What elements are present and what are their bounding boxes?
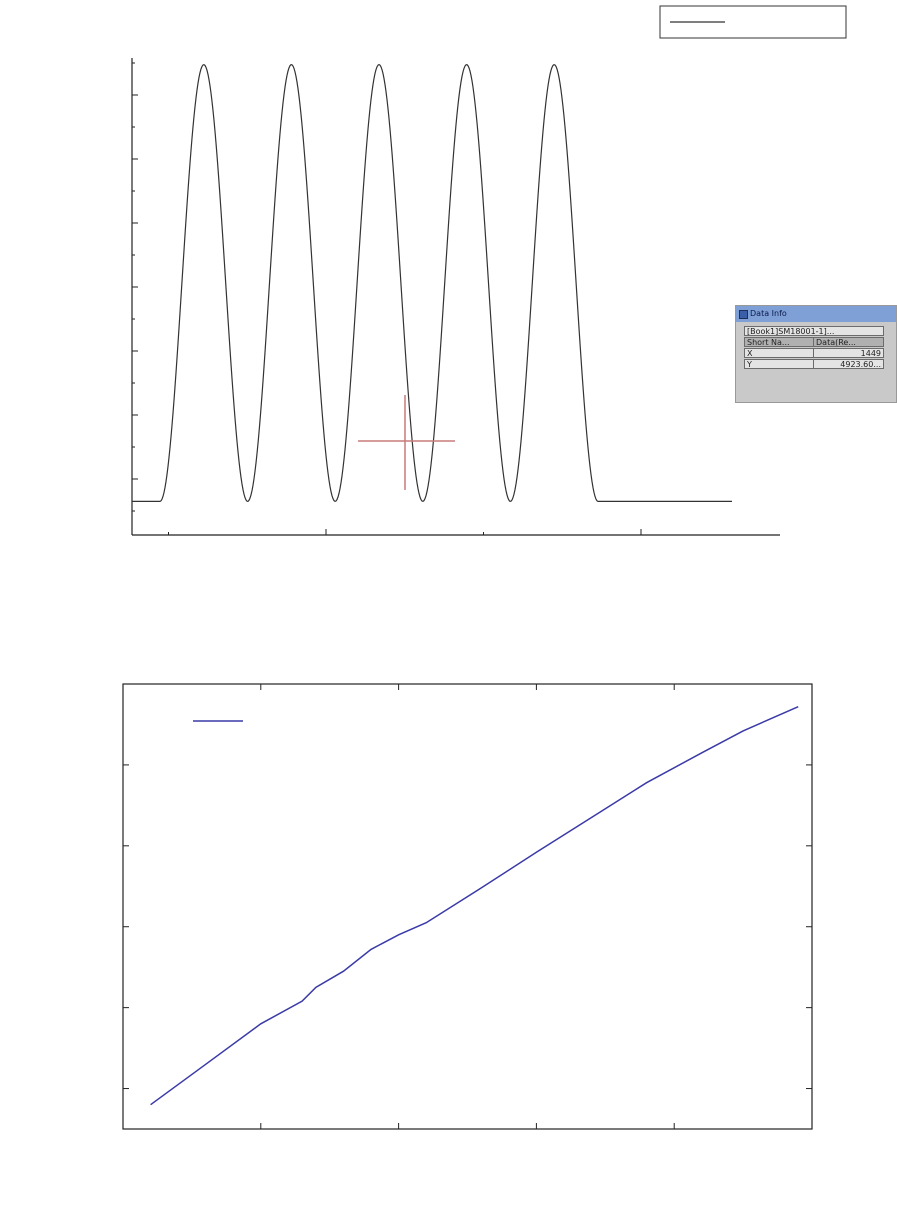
- data-info-title: Data Info: [750, 309, 787, 318]
- pin-icon[interactable]: [739, 310, 748, 319]
- data-info-col-header-name: Short Na...: [744, 337, 814, 347]
- data-info-titlebar[interactable]: Data Info: [736, 306, 896, 322]
- plot-frame: [122, 683, 813, 1130]
- series-line: [132, 63, 732, 503]
- series-line: [150, 706, 799, 1106]
- delay-chart: [131, 5, 847, 536]
- data-info-y-value: 4923.60...: [813, 359, 884, 369]
- data-info-y-label: Y: [744, 359, 814, 369]
- data-info-x-label: X: [744, 348, 814, 358]
- data-info-col-header-data: Data(Re...: [813, 337, 884, 347]
- data-info-x-value: 1449: [813, 348, 884, 358]
- data-info-panel[interactable]: Data Info [Book1]SM18001-1]... Short Na.…: [735, 305, 897, 403]
- data-info-source: [Book1]SM18001-1]...: [744, 326, 884, 336]
